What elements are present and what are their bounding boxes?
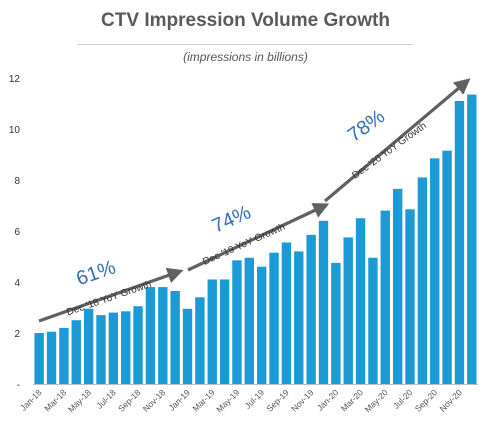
bar-Jul-18 <box>108 312 119 384</box>
x-tick-label: Nov-19 <box>289 387 316 414</box>
bar-Apr-18 <box>71 320 81 384</box>
growth-arrow-2 <box>187 203 330 272</box>
growth-percent-2: 74% <box>209 201 255 237</box>
y-tick-label: - <box>17 380 20 391</box>
x-tick-label: Sep-20 <box>413 387 440 414</box>
y-tick-label: 10 <box>9 125 21 136</box>
bar-Nov-18 <box>158 287 168 384</box>
bar-Jul-19 <box>256 266 267 384</box>
bar-May-20 <box>380 210 390 384</box>
x-tick-label: Jul-18 <box>94 387 118 411</box>
bar-May-19 <box>232 260 242 384</box>
growth-percent-3: 78% <box>344 105 389 146</box>
bar-Nov-19 <box>306 234 316 384</box>
bar-Jun-20 <box>392 188 403 384</box>
y-tick-label: 2 <box>14 329 20 340</box>
chart-title: CTV Impression Volume Growth <box>101 10 390 31</box>
x-tick-label: Nov-20 <box>437 387 464 414</box>
x-tick-label: Mar-20 <box>339 387 365 413</box>
bar-Dec-18 <box>170 290 180 384</box>
bar-Sep-19 <box>281 242 292 384</box>
x-tick-label: Mar-19 <box>191 387 217 413</box>
bar-Aug-19 <box>269 252 279 384</box>
bar-Mar-20 <box>355 218 366 384</box>
bar-Oct-20 <box>442 150 452 384</box>
bar-Aug-18 <box>121 311 131 384</box>
y-tick-label: 8 <box>14 176 20 187</box>
growth-arrow-1 <box>38 267 184 323</box>
bar-Jun-19 <box>244 257 255 384</box>
x-tick-label: Jan-20 <box>315 387 341 413</box>
x-tick-label: Jan-18 <box>18 387 44 413</box>
bar-Jul-20 <box>405 209 415 384</box>
bar-Apr-19 <box>219 279 230 384</box>
x-tick-label: Sep-19 <box>264 387 291 414</box>
x-tick-label: May-19 <box>214 387 241 414</box>
growth-percent-1: 61% <box>74 256 119 290</box>
bar-Jan-20 <box>331 262 341 385</box>
y-tick-label: 6 <box>14 227 20 238</box>
chart-subtitle: (impressions in billions) <box>183 50 308 64</box>
x-tick-label: Jan-19 <box>166 387 192 413</box>
bar-Sep-18 <box>133 306 143 384</box>
bar-Feb-18 <box>46 331 57 384</box>
bar-Oct-18 <box>145 287 156 384</box>
growth-arrow-3 <box>323 78 471 203</box>
y-tick-label: 12 <box>9 74 21 85</box>
bar-Sep-20 <box>430 158 440 384</box>
bar-Nov-20 <box>454 100 465 384</box>
x-tick-label: Sep-18 <box>116 387 143 414</box>
x-tick-label: Jul-20 <box>391 387 415 411</box>
bar-Feb-20 <box>343 237 353 385</box>
x-tick-label: Mar-18 <box>42 387 68 413</box>
title-divider <box>78 44 413 45</box>
bar-Dec-20 <box>467 94 477 384</box>
x-tick-label: Nov-18 <box>141 387 168 414</box>
bar-Jun-18 <box>96 315 106 384</box>
x-tick-label: May-18 <box>66 387 93 414</box>
y-tick-label: 4 <box>14 278 20 289</box>
bar-Mar-19 <box>207 279 217 384</box>
bar-Oct-19 <box>294 251 304 384</box>
bar-Dec-19 <box>318 220 329 384</box>
bar-May-18 <box>83 308 94 384</box>
x-tick-label: Jul-19 <box>243 387 267 411</box>
bar-Jan-18 <box>34 333 44 384</box>
bar-Feb-19 <box>195 297 205 384</box>
bar-Mar-18 <box>59 327 69 384</box>
bar-Aug-20 <box>417 177 428 384</box>
bar-Apr-20 <box>368 257 378 384</box>
x-tick-label: May-20 <box>363 387 390 414</box>
bar-Jan-19 <box>182 308 193 384</box>
